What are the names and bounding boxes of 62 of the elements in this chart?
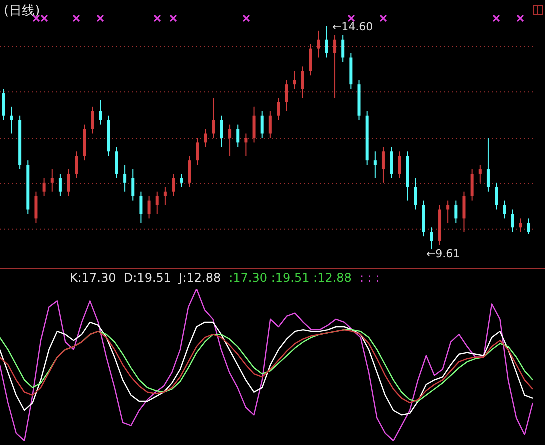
candlestick — [309, 44, 312, 76]
candlestick — [244, 133, 248, 157]
candlestick — [132, 169, 135, 202]
candlestick — [196, 138, 200, 166]
candlestick — [374, 151, 377, 179]
candlestick — [390, 146, 394, 179]
candlestick — [462, 191, 466, 233]
candlestick — [454, 200, 458, 224]
candlestick — [140, 191, 143, 224]
candlestick — [268, 110, 272, 139]
candlestick — [527, 218, 530, 235]
candlestick — [486, 138, 490, 192]
candlestick — [398, 151, 402, 179]
candlestick — [277, 97, 280, 121]
candlestick — [342, 34, 345, 63]
candlestick — [293, 70, 296, 90]
candlestick — [188, 156, 192, 188]
candlestick — [317, 30, 320, 58]
chart-title: (日线) — [4, 3, 40, 20]
candlestick — [430, 227, 434, 250]
candlestick — [519, 218, 522, 233]
candlestick — [180, 173, 184, 188]
candlestick — [325, 26, 328, 58]
candlestick — [148, 196, 151, 220]
candlestick — [34, 191, 38, 224]
candlestick — [446, 200, 450, 224]
candlestick — [228, 124, 232, 157]
candlestick — [124, 164, 127, 192]
candlestick — [478, 164, 482, 184]
candlestick — [503, 200, 506, 220]
candlestick — [91, 106, 94, 134]
candlestick — [236, 124, 240, 148]
candlestick — [285, 80, 288, 112]
text: :17.30 :19.51 :12.88 — [229, 271, 352, 285]
candlestick — [260, 110, 264, 139]
annotation: ←9.61 — [426, 248, 460, 261]
candlestick — [495, 182, 498, 210]
candlestick — [204, 128, 208, 148]
candlestick — [58, 173, 62, 197]
candlestick — [42, 178, 46, 197]
candlestick — [252, 106, 256, 144]
candlestick — [212, 97, 216, 139]
candlestick — [156, 191, 159, 215]
candlestick — [220, 115, 224, 148]
candlestick — [414, 178, 418, 210]
candlestick — [470, 169, 474, 202]
candlestick — [511, 209, 514, 233]
candlestick — [115, 146, 118, 179]
candlestick — [99, 100, 102, 126]
candlestick — [382, 146, 385, 184]
candlestick — [334, 34, 337, 98]
candlestick — [301, 66, 304, 98]
candlestick — [67, 169, 70, 197]
text: : : : — [360, 271, 380, 285]
candlestick — [75, 151, 78, 179]
candlestick — [50, 169, 54, 192]
candlestick — [172, 173, 176, 197]
candlestick — [10, 106, 14, 134]
candlestick — [164, 186, 167, 206]
annotation: ←14.60 — [332, 20, 374, 34]
candlestick — [2, 88, 6, 121]
text: K:17.30 D:19.51 J:12.88 — [70, 271, 222, 285]
